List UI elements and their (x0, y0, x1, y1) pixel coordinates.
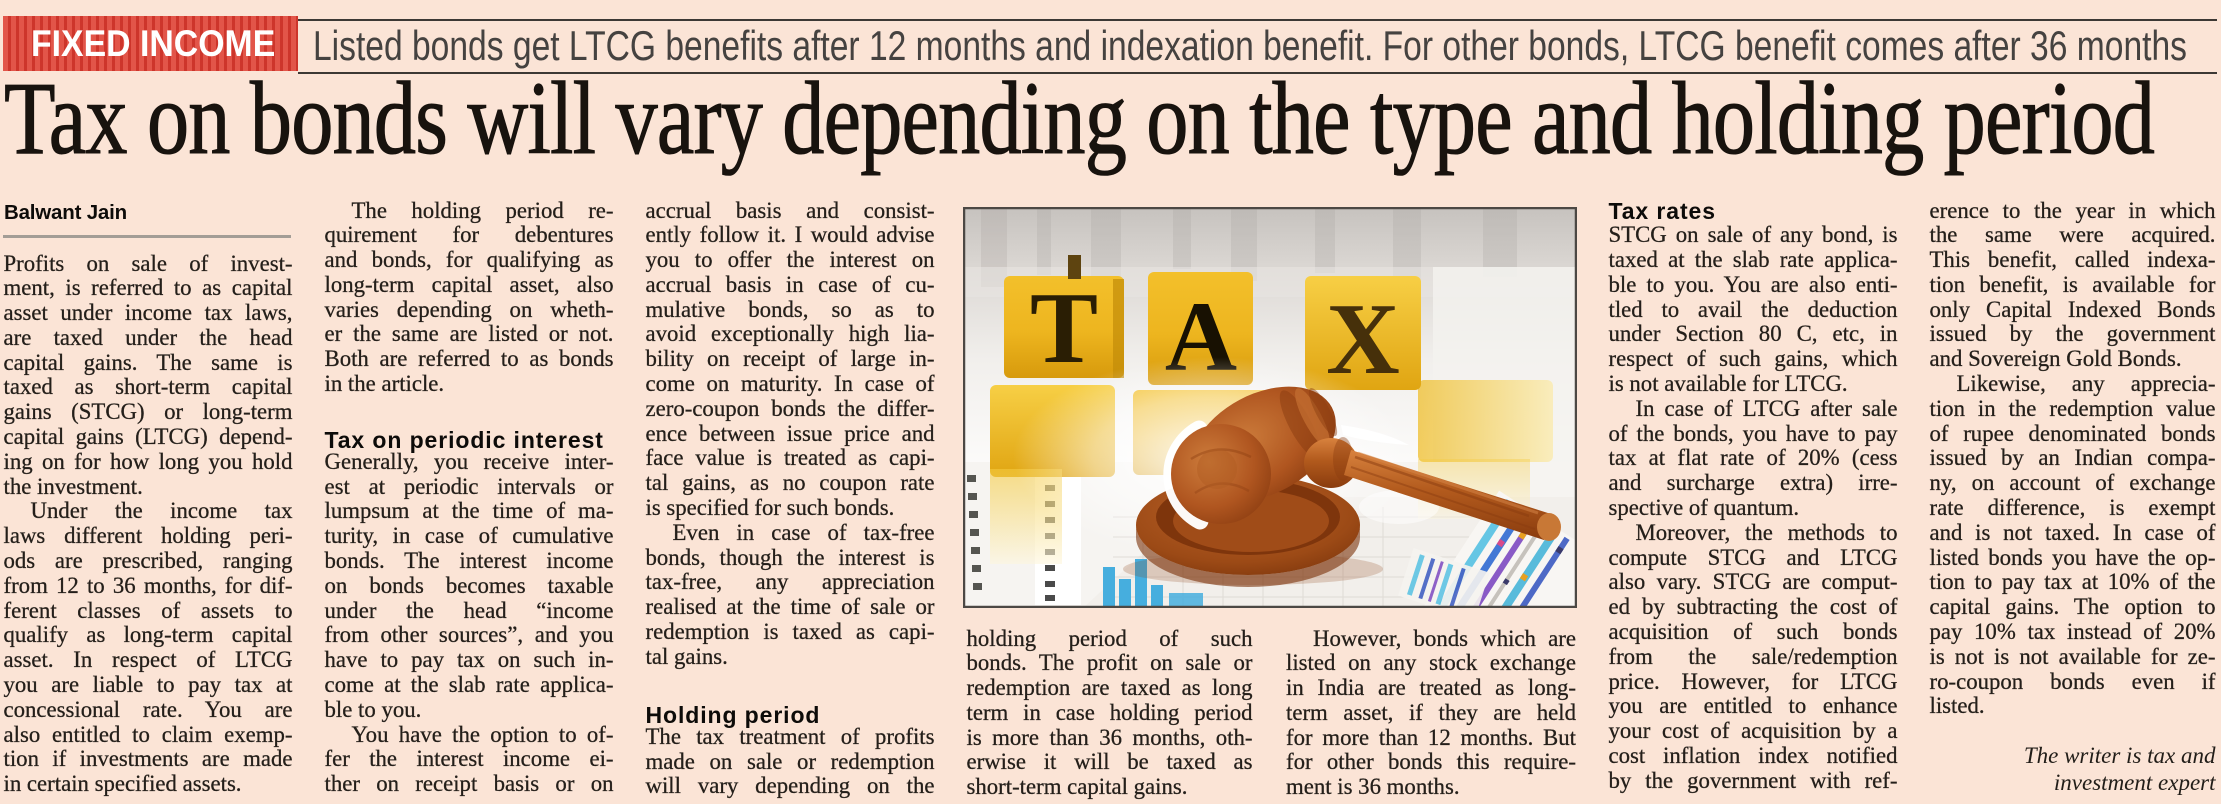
svg-text:T: T (1030, 272, 1098, 385)
svg-text:X: X (1326, 283, 1400, 396)
